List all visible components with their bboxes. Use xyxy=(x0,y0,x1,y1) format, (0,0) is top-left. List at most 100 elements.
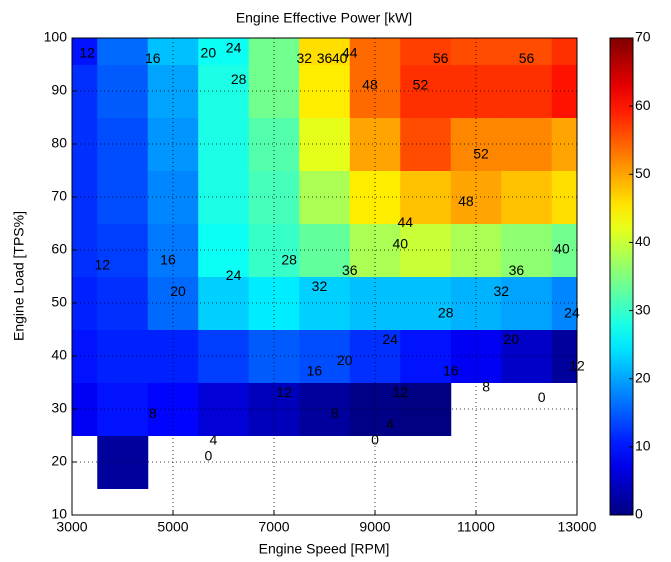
contour-cell xyxy=(400,38,452,65)
contour-label: 0 xyxy=(538,389,546,405)
contour-cell xyxy=(97,223,149,277)
contour-cell xyxy=(551,38,577,65)
contour-label: 40 xyxy=(554,241,570,257)
contour-label: 20 xyxy=(170,283,186,299)
colorbar-tick-label: 0 xyxy=(635,506,643,522)
contour-label: 16 xyxy=(160,251,176,267)
contour-cell xyxy=(501,329,553,383)
contour-label: 4 xyxy=(386,416,394,432)
x-tick-label: 9000 xyxy=(359,519,390,535)
colorbar-tick-label: 70 xyxy=(635,29,651,45)
contour-cell xyxy=(97,329,149,383)
contour-cell xyxy=(97,38,149,65)
y-tick-label: 80 xyxy=(51,135,67,151)
contour-cell xyxy=(501,38,553,65)
contour-label: 52 xyxy=(413,76,429,92)
contour-label: 24 xyxy=(564,304,580,320)
contour-label: 36 xyxy=(342,262,358,278)
contour-label: 48 xyxy=(458,193,474,209)
contour-cell xyxy=(97,64,149,118)
contour-cell xyxy=(400,117,452,171)
y-axis-label: Engine Load [TPS%] xyxy=(11,211,27,341)
contour-label: 40 xyxy=(392,235,408,251)
contour-label: 56 xyxy=(519,50,535,66)
contour-cell xyxy=(97,435,149,489)
contour-label: 32 xyxy=(312,278,328,294)
contour-cell xyxy=(299,38,351,65)
contour-cell xyxy=(501,170,553,224)
contour-cell xyxy=(198,38,250,65)
colorbar-tick-label: 60 xyxy=(635,97,651,113)
contour-label: 52 xyxy=(473,145,489,161)
contour-label: 44 xyxy=(342,45,358,61)
contour-cell xyxy=(97,382,149,436)
contour-label: 20 xyxy=(504,331,520,347)
plot-frame xyxy=(71,37,578,516)
contour-label: 8 xyxy=(482,379,490,395)
contour-cell xyxy=(248,170,300,224)
contour-label: 16 xyxy=(307,363,323,379)
contour-cell xyxy=(198,117,250,171)
contour-label: 28 xyxy=(231,71,247,87)
contour-cell xyxy=(400,276,452,330)
contour-cell xyxy=(198,382,250,436)
contour-cell xyxy=(501,223,553,277)
contour-label: 4 xyxy=(210,432,218,448)
contour-label: 36 xyxy=(509,262,525,278)
colorbar xyxy=(609,37,634,516)
contour-cell xyxy=(198,276,250,330)
y-tick-label: 40 xyxy=(51,347,67,363)
contour-label: 8 xyxy=(149,405,157,421)
contour-cell xyxy=(501,276,553,330)
plot-area xyxy=(72,38,577,489)
contour-label: 28 xyxy=(438,304,454,320)
contour-cell xyxy=(97,170,149,224)
contour-label: 28 xyxy=(281,251,297,267)
y-tick-label: 70 xyxy=(51,188,67,204)
contour-cell xyxy=(248,382,300,436)
contour-cell xyxy=(349,276,401,330)
x-tick-label: 5000 xyxy=(157,519,188,535)
colorbar-tick-label: 30 xyxy=(635,301,651,317)
contour-cell xyxy=(501,64,553,118)
y-tick-label: 90 xyxy=(51,82,67,98)
contour-label: 16 xyxy=(145,50,161,66)
contour-cell xyxy=(198,329,250,383)
contour-label: 20 xyxy=(337,352,353,368)
contour-cell xyxy=(248,64,300,118)
contour-label: 20 xyxy=(201,45,217,61)
contour-label: 24 xyxy=(226,39,242,55)
contour-cell xyxy=(147,64,199,118)
contour-label: 32 xyxy=(297,50,313,66)
x-axis-label: Engine Speed [RPM] xyxy=(259,541,390,557)
contour-cell xyxy=(501,117,553,171)
contour-label: 12 xyxy=(95,257,111,273)
contour-cell xyxy=(248,276,300,330)
contour-label: 16 xyxy=(443,363,459,379)
y-tick-label: 50 xyxy=(51,294,67,310)
x-tick-label: 3000 xyxy=(56,519,87,535)
contour-cell xyxy=(97,276,149,330)
chart-title: Engine Effective Power [kW] xyxy=(236,10,412,26)
x-tick-label: 11000 xyxy=(457,519,495,535)
contour-label: 12 xyxy=(276,384,292,400)
contour-label: 12 xyxy=(392,384,408,400)
y-tick-label: 10 xyxy=(51,506,67,522)
contour-label: 44 xyxy=(398,214,414,230)
contour-label: 36 xyxy=(317,50,333,66)
contour-label: 24 xyxy=(226,267,242,283)
contour-label: 48 xyxy=(362,76,378,92)
contour-cell xyxy=(97,117,149,171)
y-tick-label: 100 xyxy=(44,29,68,45)
colorbar-tick-label: 10 xyxy=(635,438,651,454)
contour-label: 12 xyxy=(79,45,95,61)
colorbar-tick-label: 50 xyxy=(635,165,651,181)
contour-label: 8 xyxy=(331,405,339,421)
contour-cell xyxy=(198,223,250,277)
x-tick-label: 13000 xyxy=(558,519,597,535)
contour-label: 32 xyxy=(493,283,509,299)
contour-label: 40 xyxy=(332,50,348,66)
y-tick-label: 30 xyxy=(51,400,67,416)
contour-cell xyxy=(198,170,250,224)
